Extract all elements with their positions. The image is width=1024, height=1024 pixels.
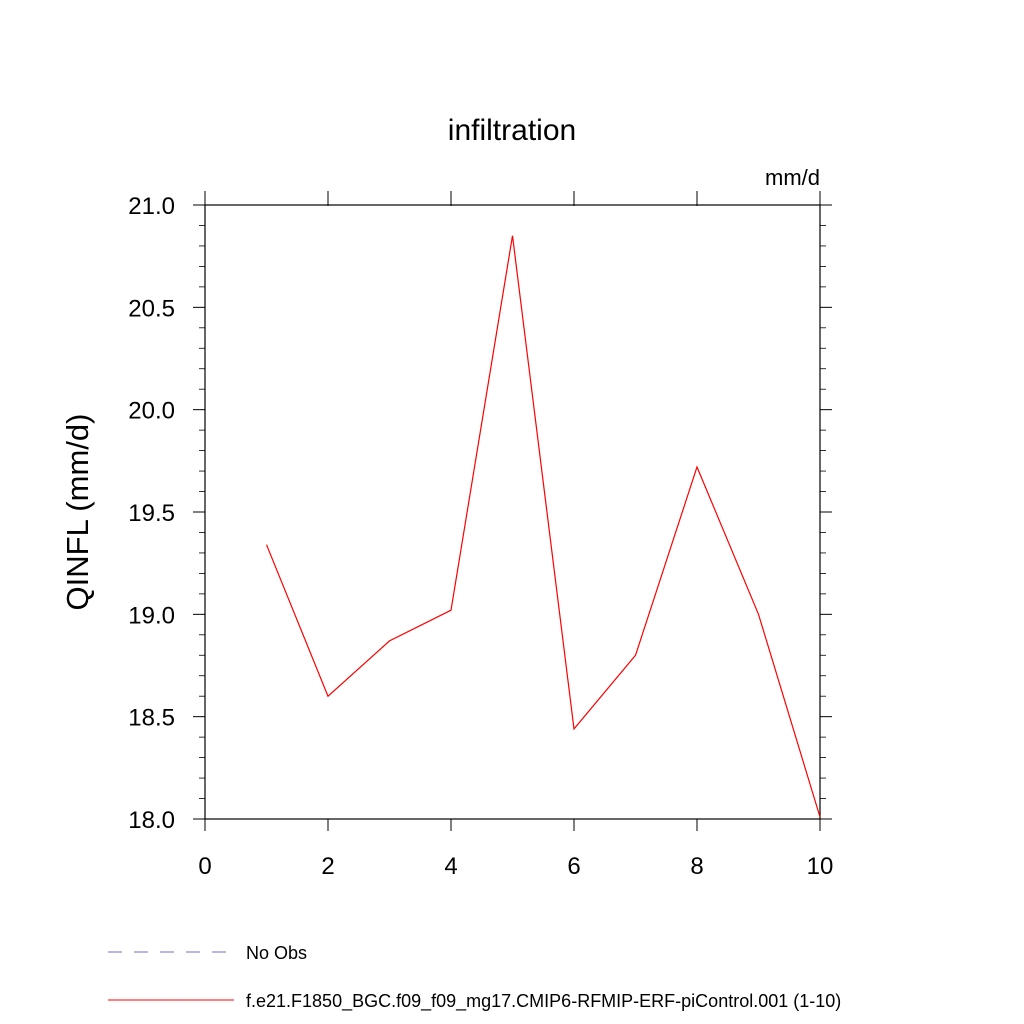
y-tick-label: 18.0 xyxy=(128,807,175,834)
x-tick-label: 6 xyxy=(567,853,580,880)
units-label: mm/d xyxy=(765,165,820,190)
plot-frame xyxy=(204,204,821,820)
series-layer xyxy=(265,235,821,818)
x-tick-label: 2 xyxy=(321,853,334,880)
y-tick-label: 19.5 xyxy=(128,500,175,527)
legend-label: No Obs xyxy=(246,943,307,963)
y-tick-label: 21.0 xyxy=(128,193,175,220)
y-tick-label: 18.5 xyxy=(128,705,175,732)
axis-tick-labels: 0 2 4 6 8 10 18.0 18.5 19.0 19.5 20.0 20.5 21.0 xyxy=(128,193,833,880)
legend-label: f.e21.F1850_BGC.f09_f09_mg17.CMIP6-RFMIP… xyxy=(246,991,841,1012)
series-line xyxy=(265,235,821,818)
axis-ticks xyxy=(193,191,832,831)
y-tick-label: 20.5 xyxy=(128,295,175,322)
y-tick-label: 20.0 xyxy=(128,398,175,425)
x-tick-label: 10 xyxy=(807,853,834,880)
chart-title: infiltration xyxy=(448,114,576,147)
x-tick-label: 0 xyxy=(198,853,211,880)
x-tick-label: 4 xyxy=(444,853,457,880)
y-tick-label: 19.0 xyxy=(128,602,175,629)
legend: No Obs f.e21.F1850_BGC.f09_f09_mg17.CMIP6… xyxy=(108,943,841,1012)
y-axis-label: QINFL (mm/d) xyxy=(60,414,95,611)
x-tick-label: 8 xyxy=(690,853,703,880)
